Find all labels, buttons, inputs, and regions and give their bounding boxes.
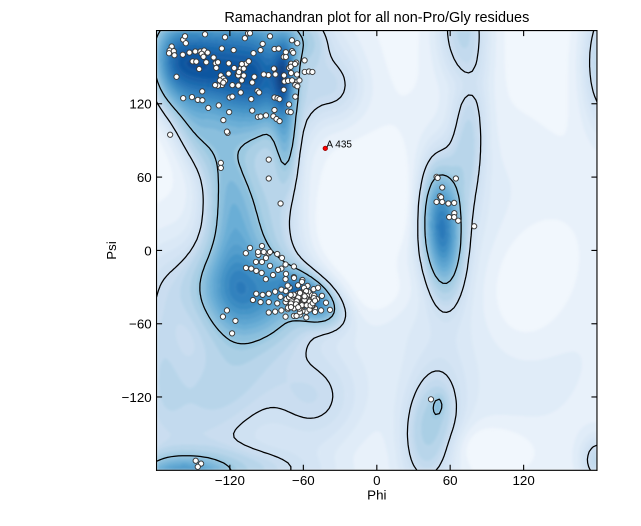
svg-text:−120: −120 [215, 473, 245, 488]
svg-text:0: 0 [144, 243, 151, 258]
svg-text:Phi: Phi [367, 487, 386, 502]
svg-text:60: 60 [443, 473, 458, 488]
svg-text:−120: −120 [122, 390, 152, 405]
svg-text:Psi: Psi [104, 241, 119, 260]
svg-text:−60: −60 [292, 473, 315, 488]
svg-text:0: 0 [373, 473, 380, 488]
svg-text:120: 120 [129, 97, 151, 112]
svg-text:−60: −60 [129, 316, 152, 331]
svg-text:Ramachandran plot for all non-: Ramachandran plot for all non-Pro/Gly re… [224, 10, 529, 26]
svg-text:120: 120 [513, 473, 535, 488]
svg-text:A 435: A 435 [326, 140, 352, 151]
svg-text:60: 60 [137, 170, 152, 185]
